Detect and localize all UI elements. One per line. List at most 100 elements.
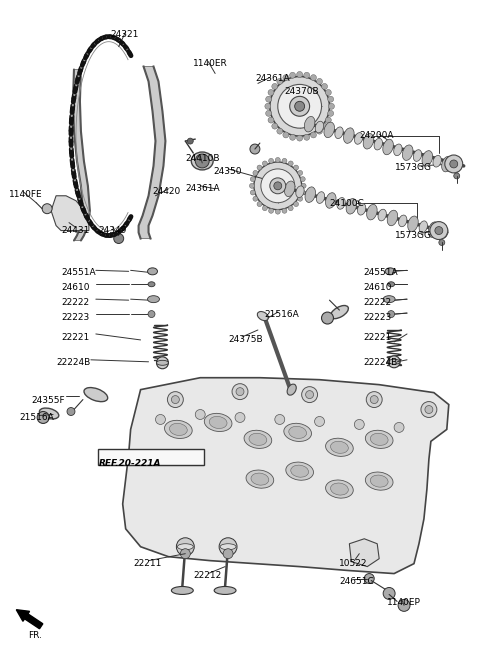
Circle shape xyxy=(253,170,258,176)
Ellipse shape xyxy=(289,426,307,438)
Circle shape xyxy=(354,419,364,430)
Circle shape xyxy=(300,177,305,181)
Ellipse shape xyxy=(286,462,313,480)
Polygon shape xyxy=(139,67,166,238)
Ellipse shape xyxy=(428,222,439,237)
Circle shape xyxy=(322,312,334,324)
FancyArrow shape xyxy=(16,610,43,629)
Circle shape xyxy=(298,196,303,201)
Circle shape xyxy=(288,206,293,211)
Text: 24361A: 24361A xyxy=(255,75,289,83)
Text: 24350: 24350 xyxy=(213,167,241,176)
Circle shape xyxy=(272,83,278,90)
Ellipse shape xyxy=(169,423,187,436)
Text: 1573GG: 1573GG xyxy=(395,231,432,240)
Text: 22222: 22222 xyxy=(61,298,89,307)
Circle shape xyxy=(445,155,463,173)
Circle shape xyxy=(383,588,395,599)
Ellipse shape xyxy=(251,473,269,485)
Circle shape xyxy=(180,549,190,559)
Circle shape xyxy=(316,128,323,134)
Circle shape xyxy=(388,356,400,367)
Circle shape xyxy=(394,422,404,432)
Circle shape xyxy=(282,159,287,163)
Circle shape xyxy=(270,77,329,136)
Circle shape xyxy=(265,111,272,117)
Circle shape xyxy=(114,234,124,244)
Circle shape xyxy=(176,538,194,555)
Circle shape xyxy=(276,157,280,162)
Ellipse shape xyxy=(408,216,418,232)
Ellipse shape xyxy=(324,122,335,138)
Text: 1573GG: 1573GG xyxy=(395,163,432,172)
Ellipse shape xyxy=(383,140,394,155)
Text: 1140ER: 1140ER xyxy=(193,58,228,67)
Text: 24551A: 24551A xyxy=(61,269,96,277)
Circle shape xyxy=(328,111,334,117)
Ellipse shape xyxy=(422,151,432,166)
Text: 1140FE: 1140FE xyxy=(9,190,43,199)
Ellipse shape xyxy=(305,187,315,202)
Ellipse shape xyxy=(220,544,236,550)
Text: 24375B: 24375B xyxy=(228,335,263,344)
Circle shape xyxy=(277,79,283,84)
Ellipse shape xyxy=(325,438,353,457)
Circle shape xyxy=(254,162,301,210)
Circle shape xyxy=(311,132,316,138)
Circle shape xyxy=(450,160,458,168)
Circle shape xyxy=(278,84,322,128)
Circle shape xyxy=(268,117,274,123)
Circle shape xyxy=(269,159,274,163)
Circle shape xyxy=(42,204,52,214)
Ellipse shape xyxy=(214,586,236,595)
Text: 21516A: 21516A xyxy=(19,413,54,422)
Ellipse shape xyxy=(358,204,366,215)
Text: 24431: 24431 xyxy=(61,225,89,234)
Circle shape xyxy=(311,75,316,81)
Circle shape xyxy=(290,96,310,116)
Circle shape xyxy=(439,240,445,246)
Text: 24420: 24420 xyxy=(153,187,181,196)
Text: 24370B: 24370B xyxy=(285,87,319,96)
Ellipse shape xyxy=(296,186,304,198)
Ellipse shape xyxy=(378,209,386,221)
Ellipse shape xyxy=(325,480,353,498)
Circle shape xyxy=(219,538,237,555)
Text: 22212: 22212 xyxy=(193,571,222,580)
Ellipse shape xyxy=(365,430,393,449)
FancyBboxPatch shape xyxy=(98,449,204,465)
Ellipse shape xyxy=(148,282,155,287)
Circle shape xyxy=(325,90,331,96)
Text: 24610: 24610 xyxy=(363,283,392,292)
Ellipse shape xyxy=(178,544,193,550)
Ellipse shape xyxy=(433,155,441,167)
Circle shape xyxy=(236,388,244,396)
Circle shape xyxy=(235,413,245,422)
Circle shape xyxy=(265,103,271,109)
Circle shape xyxy=(156,357,168,369)
Text: 24200A: 24200A xyxy=(360,131,394,140)
Text: FR.: FR. xyxy=(28,631,42,640)
Circle shape xyxy=(301,183,306,188)
Circle shape xyxy=(294,202,299,206)
Ellipse shape xyxy=(171,586,193,595)
Circle shape xyxy=(67,407,75,415)
Ellipse shape xyxy=(209,417,227,428)
Ellipse shape xyxy=(367,204,377,220)
Circle shape xyxy=(297,71,302,77)
Circle shape xyxy=(250,183,254,188)
Ellipse shape xyxy=(147,268,157,275)
Text: 22221: 22221 xyxy=(61,333,89,342)
Circle shape xyxy=(251,190,255,195)
Ellipse shape xyxy=(370,475,388,487)
Circle shape xyxy=(300,190,305,195)
Circle shape xyxy=(282,208,287,214)
Circle shape xyxy=(398,599,410,611)
Ellipse shape xyxy=(354,132,363,144)
Circle shape xyxy=(195,154,209,168)
Ellipse shape xyxy=(325,193,336,208)
Circle shape xyxy=(328,96,334,102)
Ellipse shape xyxy=(413,150,422,161)
Ellipse shape xyxy=(156,360,168,365)
Circle shape xyxy=(156,415,166,424)
